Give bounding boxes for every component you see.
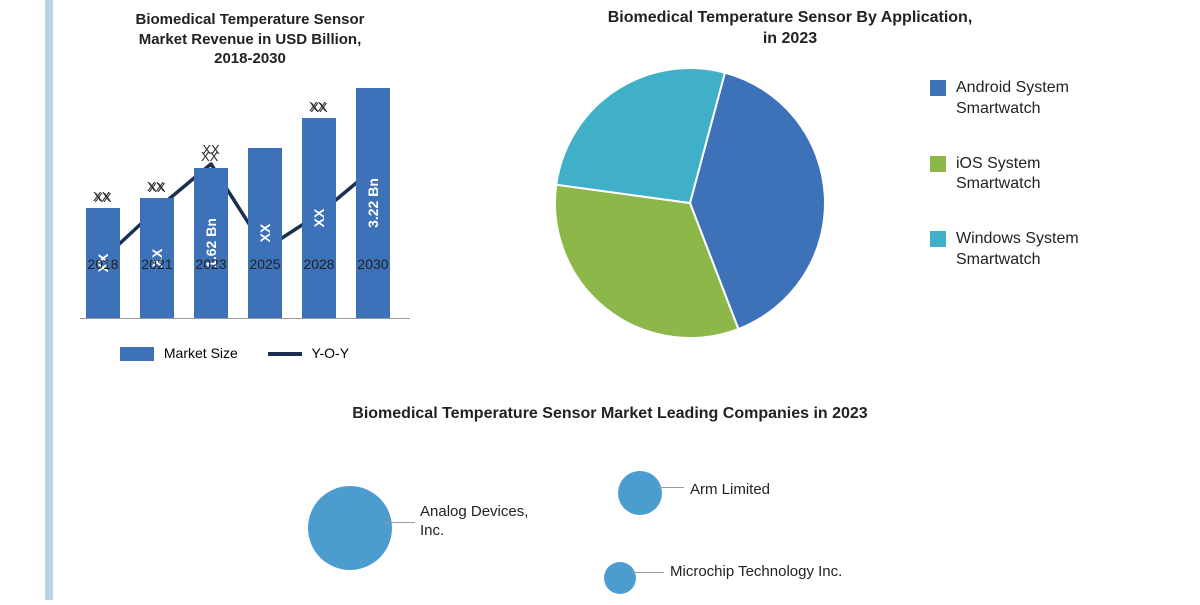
x-category: 2018 xyxy=(78,256,128,272)
bar-value-label: XX xyxy=(311,208,327,227)
pie-legend-label: Android SystemSmartwatch xyxy=(956,78,1069,120)
bar-title-line1: Biomedical Temperature Sensor xyxy=(136,11,365,28)
legend-line-swatch xyxy=(268,352,302,356)
pie-legend-swatch xyxy=(930,80,946,96)
bar-top-xx-label: XX xyxy=(309,99,326,114)
legend-bar-label: Market Size xyxy=(164,345,238,361)
x-category: 2021 xyxy=(132,256,182,272)
company-bubble xyxy=(618,471,662,515)
pie-legend-item: iOS SystemSmartwatch xyxy=(930,154,1079,196)
bar-top-xx-label: XX xyxy=(93,189,110,204)
pie-legend-swatch xyxy=(930,156,946,172)
main-container: Biomedical Temperature Sensor Market Rev… xyxy=(60,0,1200,600)
pie-legend-swatch xyxy=(930,231,946,247)
pie-legend-label: iOS SystemSmartwatch xyxy=(956,154,1040,196)
pie-title-line1: Biomedical Temperature Sensor By Applica… xyxy=(608,9,973,26)
bubble-leader-line xyxy=(658,487,684,488)
pie-legend: Android SystemSmartwatch iOS SystemSmartw… xyxy=(930,78,1079,305)
bar-2023: 1.62 BnXX xyxy=(194,168,228,318)
company-bubble xyxy=(604,562,636,594)
x-category: 2025 xyxy=(240,256,290,272)
x-category: 2030 xyxy=(348,256,398,272)
legend-bar-swatch xyxy=(120,347,154,361)
pie-wrap xyxy=(540,58,840,353)
bar-value-label: XX xyxy=(257,223,273,242)
pie-title-line2: in 2023 xyxy=(763,30,817,47)
bar-chart-title: Biomedical Temperature Sensor Market Rev… xyxy=(80,10,420,69)
bubble-leader-line xyxy=(385,522,415,523)
legend-market-size: Market Size xyxy=(120,345,238,361)
company-label: Microchip Technology Inc. xyxy=(670,563,842,582)
legend-yoy: Y-O-Y xyxy=(268,345,349,361)
company-label: Analog Devices,Inc. xyxy=(420,503,528,541)
company-label: Arm Limited xyxy=(690,481,770,500)
company-bubble xyxy=(308,486,392,570)
bar-top-xx-label: XX xyxy=(147,179,164,194)
revenue-bar-chart: Biomedical Temperature Sensor Market Rev… xyxy=(80,10,420,390)
x-category: 2028 xyxy=(294,256,344,272)
frame-left-bar xyxy=(45,0,53,600)
legend-line-label: Y-O-Y xyxy=(311,345,349,361)
application-pie-chart: Biomedical Temperature Sensor By Applica… xyxy=(500,8,1180,388)
companies-bubble-chart: Biomedical Temperature Sensor Market Lea… xyxy=(60,405,1160,605)
bubble-plot-area: Analog Devices,Inc. Arm Limited Microchip … xyxy=(110,443,1110,583)
bar-2030: 3.22 Bn xyxy=(356,88,390,318)
x-category: 2023 xyxy=(186,256,236,272)
bar-top-xx-label: XX xyxy=(201,149,218,164)
bar-chart-legend: Market Size Y-O-Y xyxy=(120,345,349,361)
bar-title-line2: Market Revenue in USD Billion, xyxy=(139,31,362,48)
bubble-leader-line xyxy=(632,572,664,573)
pie-chart-title: Biomedical Temperature Sensor By Applica… xyxy=(500,8,1080,50)
bar-plot-area: XXXXXXXX1.62 BnXXXXXXXX3.22 BnXXXXXXXX xyxy=(80,79,410,319)
bar-2028: XXXX xyxy=(302,118,336,318)
bar-value-label: 3.22 Bn xyxy=(365,178,381,228)
pie-legend-label: Windows SystemSmartwatch xyxy=(956,229,1079,271)
bubble-chart-title: Biomedical Temperature Sensor Market Lea… xyxy=(60,405,1160,423)
pie-legend-item: Android SystemSmartwatch xyxy=(930,78,1079,120)
pie-legend-item: Windows SystemSmartwatch xyxy=(930,229,1079,271)
bar-title-line3: 2018-2030 xyxy=(214,50,286,67)
bar-2025: XX xyxy=(248,148,282,318)
pie-svg xyxy=(540,58,840,348)
